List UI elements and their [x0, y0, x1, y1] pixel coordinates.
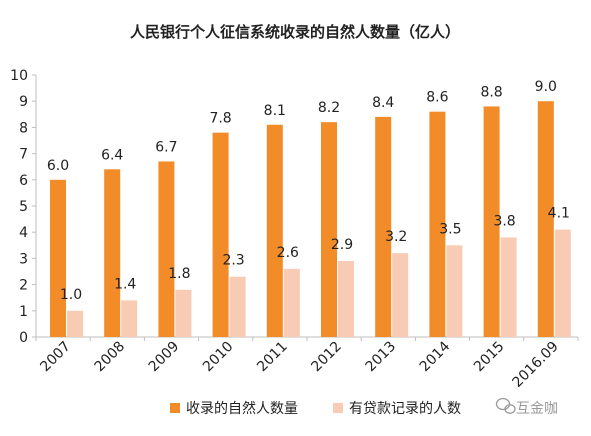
data-label: 6.0: [47, 158, 69, 174]
x-tick-label: 2007: [37, 339, 74, 376]
bar-natural-persons: [212, 132, 229, 337]
y-tick-label: 10: [10, 68, 28, 84]
wechat-icon: [495, 397, 516, 414]
y-tick-label: 0: [19, 330, 28, 346]
bar-natural-persons: [158, 161, 175, 337]
legend-label: 收录的自然人数量: [186, 400, 298, 417]
data-label: 3.8: [493, 213, 515, 229]
data-label: 3.5: [439, 221, 461, 237]
data-label: 2.6: [277, 245, 299, 261]
x-tick-label: 2008: [92, 339, 129, 376]
bar-natural-persons: [537, 101, 554, 337]
y-tick-label: 5: [19, 199, 28, 215]
bar-natural-persons: [266, 124, 283, 337]
data-label: 6.4: [101, 147, 123, 163]
x-tick-label: 2014: [417, 338, 454, 375]
data-label: 8.8: [480, 84, 502, 100]
y-tick-label: 3: [19, 251, 28, 267]
bars: [50, 101, 571, 338]
x-tick-label: 2009: [146, 339, 183, 376]
bar-natural-persons: [50, 179, 66, 337]
legend-swatch: [333, 403, 343, 413]
data-label: 6.7: [155, 139, 177, 155]
bar-natural-persons: [321, 122, 337, 337]
data-label: 1.0: [60, 287, 82, 303]
y-axis-tick-labels: 0 1 2 3 4 5 6 7 8 9 10: [10, 68, 28, 346]
bar-loan-records: [446, 245, 463, 337]
chart-title: 人民银行个人征信系统收录的自然人数量（亿人）: [130, 23, 460, 41]
bar-loan-records: [338, 261, 354, 337]
y-tick-label: 7: [19, 147, 28, 163]
data-label: 2.3: [222, 253, 244, 269]
data-label: 1.8: [168, 266, 190, 282]
watermark: 互金咖: [495, 397, 558, 417]
data-label: 2.9: [331, 237, 353, 253]
data-label: 3.2: [385, 229, 407, 245]
y-tick-label: 6: [19, 173, 28, 189]
data-label: 8.1: [264, 103, 286, 119]
y-tick-label: 2: [19, 278, 28, 294]
bar-loan-records: [554, 229, 571, 337]
x-tick-label: 2016.09: [509, 339, 561, 391]
y-tick-label: 9: [19, 94, 28, 110]
x-tick-label: 2011: [254, 339, 291, 376]
bar-natural-persons: [104, 169, 121, 337]
bar-loan-records: [500, 237, 517, 337]
data-label: 7.8: [209, 111, 231, 127]
legend: 收录的自然人数量 有贷款记录的人数: [170, 400, 461, 417]
bar-loan-records: [392, 253, 409, 337]
x-tick-label: 2012: [308, 339, 345, 376]
bar-loan-records: [121, 300, 138, 337]
data-label: 8.2: [318, 100, 340, 116]
x-tick-label: 2010: [200, 339, 237, 376]
bar-natural-persons: [483, 106, 500, 337]
watermark-text: 互金咖: [516, 401, 558, 417]
bar-natural-persons: [375, 116, 392, 337]
legend-swatch: [170, 403, 180, 413]
x-tick-label: 2015: [471, 339, 508, 376]
y-tick-label: 4: [19, 225, 28, 241]
bar-loan-records: [229, 276, 246, 337]
x-axis-tick-labels: 2007 2008 2009 2010 2011 2012 2013 2014 2015 2016…: [37, 338, 561, 390]
y-tick-label: 1: [19, 304, 28, 320]
x-tick-label: 2013: [363, 339, 400, 376]
data-label: 9.0: [535, 79, 557, 95]
data-label: 1.4: [114, 276, 136, 292]
bar-loan-records: [175, 289, 192, 337]
data-label: 8.4: [372, 95, 394, 111]
data-label: 8.6: [426, 90, 448, 106]
bar-loan-records: [67, 310, 83, 337]
legend-label: 有贷款记录的人数: [349, 401, 461, 417]
y-tick-label: 8: [19, 120, 28, 136]
value-labels: 6.0 1.0 6.4 1.4 6.7 1.8 7.8 2.3 8.1 2.6 8.2 2.9 8.4 3…: [47, 79, 570, 303]
wechat-icon-bubble-small: [504, 404, 516, 414]
wechat-icon-bubble-large: [495, 397, 511, 411]
data-label: 4.1: [548, 206, 570, 222]
bar-loan-records: [283, 268, 300, 337]
bar-natural-persons: [429, 111, 446, 338]
